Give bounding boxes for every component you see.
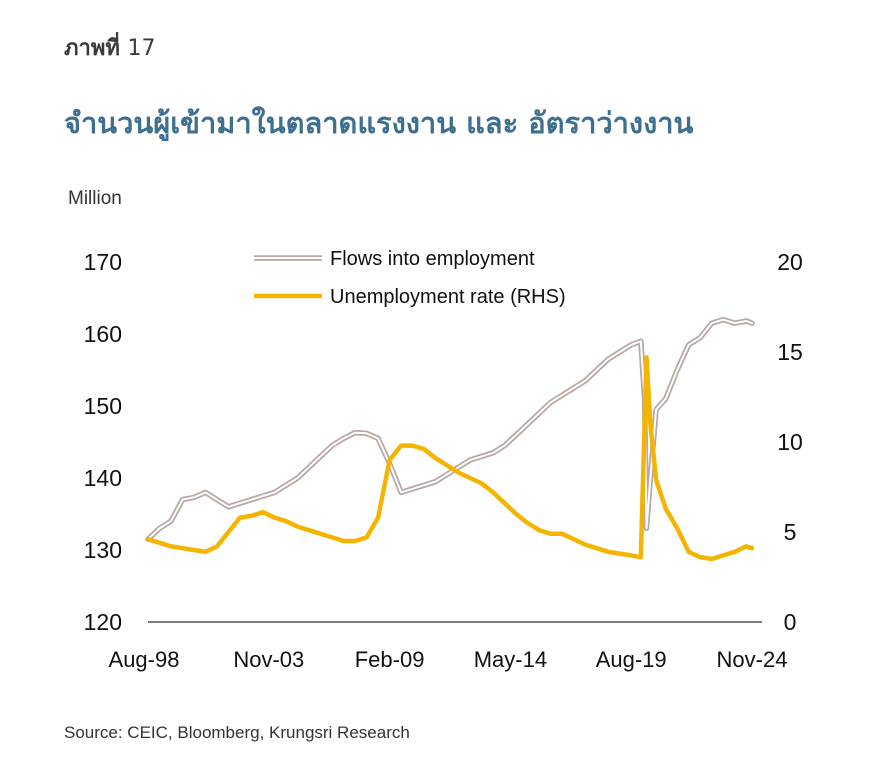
figure-label-text: ภาพที่ [64,36,120,61]
series-flows-line-inner [147,318,753,541]
right-axis-tick-label: 5 [784,519,797,545]
series-unemployment-line [145,355,755,562]
right-axis-tick-label: 0 [784,609,797,635]
left-axis-tick-label: 160 [84,321,122,347]
left-axis-tick-label: 150 [84,393,122,419]
axes: 120 130 140 150 160 170 0 5 10 15 20 Aug-98 Nov-03 Fe… [84,249,803,672]
x-axis-tick-label: May-14 [474,647,547,672]
legend-label-unemployment: Unemployment rate (RHS) [330,286,566,308]
x-axis-tick-label: Aug-19 [596,647,667,672]
figure-number: 17 [127,36,156,61]
series-layer [145,316,755,562]
left-axis-tick-label: 140 [84,465,122,491]
series-flows-line-outer [145,316,755,542]
left-axis-unit-label: Million [68,188,122,209]
figure-label: ภาพที่ 17 [64,30,156,65]
chart-title: จำนวนผู้เข้ามาในตลาดแรงงาน และ อัตราว่าง… [64,106,694,140]
left-axis-tick-label: 120 [84,609,122,635]
legend: Flows into employment Unemployment rate (… [254,248,566,308]
left-axis-tick-label: 170 [84,249,122,275]
x-axis-tick-label: Nov-24 [717,647,788,672]
right-axis-tick-label: 15 [777,339,803,365]
left-axis-tick-label: 130 [84,537,122,563]
right-axis-tick-label: 10 [777,429,803,455]
x-axis-tick-label: Aug-98 [109,647,180,672]
source-note: Source: CEIC, Bloomberg, Krungsri Resear… [64,723,410,742]
right-axis-tick-label: 20 [777,249,803,275]
x-axis-tick-label: Feb-09 [355,647,425,672]
x-axis-tick-label: Nov-03 [233,647,304,672]
legend-label-flows: Flows into employment [330,248,535,270]
